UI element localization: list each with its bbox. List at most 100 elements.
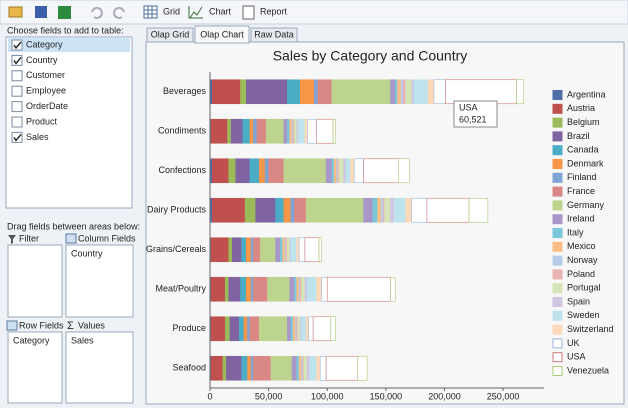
bar-segment[interactable]: [290, 197, 295, 223]
bar-segment[interactable]: [316, 355, 321, 381]
bar-segment[interactable]: [290, 316, 294, 342]
bar-segment[interactable]: [413, 79, 429, 105]
bar-segment[interactable]: [228, 237, 233, 263]
open-icon[interactable]: [8, 6, 23, 18]
bar-segment[interactable]: [250, 355, 254, 381]
bar-segment[interactable]: [397, 79, 402, 105]
bar-segment[interactable]: [301, 316, 307, 342]
grid-icon[interactable]: [143, 5, 158, 19]
bar-segment[interactable]: [318, 237, 322, 263]
bar-segment[interactable]: [268, 158, 285, 184]
bar-segment[interactable]: [405, 197, 412, 223]
bar-segment[interactable]: [304, 118, 308, 144]
bar-segment[interactable]: [240, 276, 247, 302]
bar-segment[interactable]: [224, 276, 230, 302]
bar-segment[interactable]: [247, 355, 252, 381]
field-name[interactable]: Product: [26, 116, 58, 126]
bar-segment[interactable]: [291, 355, 298, 381]
bar-segment[interactable]: [283, 197, 292, 223]
bar-segment[interactable]: [394, 79, 398, 105]
bar-segment[interactable]: [326, 276, 391, 302]
redo-icon[interactable]: [113, 6, 125, 19]
bar-segment[interactable]: [210, 355, 224, 381]
bar-segment[interactable]: [400, 79, 404, 105]
bar-segment[interactable]: [287, 79, 301, 105]
bar-segment[interactable]: [445, 79, 517, 105]
bar-segment[interactable]: [316, 276, 322, 302]
bar-segment[interactable]: [296, 276, 300, 302]
bar-segment[interactable]: [316, 118, 334, 144]
bar-segment[interactable]: [298, 237, 306, 263]
tab[interactable]: [250, 27, 298, 43]
bar-segment[interactable]: [303, 355, 308, 381]
bar-segment[interactable]: [353, 158, 364, 184]
bar-segment[interactable]: [332, 118, 336, 144]
checkbox[interactable]: [11, 39, 23, 51]
save-icon[interactable]: [35, 6, 47, 18]
bar-segment[interactable]: [294, 197, 307, 223]
bar-segment[interactable]: [265, 118, 285, 144]
bar-segment[interactable]: [411, 79, 415, 105]
bar-segment[interactable]: [230, 118, 244, 144]
bar-segment[interactable]: [258, 316, 288, 342]
checkbox[interactable]: [11, 54, 23, 66]
bar-segment[interactable]: [253, 355, 272, 381]
bar-segment[interactable]: [246, 237, 252, 263]
bar-segment[interactable]: [253, 276, 268, 302]
bar-segment[interactable]: [243, 316, 248, 342]
bar-segment[interactable]: [305, 316, 309, 342]
bar-segment[interactable]: [516, 79, 524, 105]
bar-segment[interactable]: [226, 355, 242, 381]
bar-segment[interactable]: [298, 355, 302, 381]
bar-segment[interactable]: [331, 79, 391, 105]
bar-segment[interactable]: [287, 118, 291, 144]
bar-segment[interactable]: [325, 158, 333, 184]
bar-segment[interactable]: [275, 197, 285, 223]
bar-segment[interactable]: [314, 79, 319, 105]
bar-segment[interactable]: [363, 158, 400, 184]
bar-segment[interactable]: [330, 316, 336, 342]
bar-segment[interactable]: [253, 237, 261, 263]
bar-segment[interactable]: [297, 118, 306, 144]
bar-segment[interactable]: [241, 355, 248, 381]
bar-segment[interactable]: [390, 276, 396, 302]
field-name[interactable]: Customer: [26, 70, 65, 80]
bar-segment[interactable]: [312, 316, 332, 342]
bar-segment[interactable]: [282, 237, 286, 263]
bar-segment[interactable]: [280, 237, 283, 263]
bar-segment[interactable]: [229, 316, 240, 342]
bar-segment[interactable]: [433, 79, 446, 105]
bar-segment[interactable]: [210, 316, 226, 342]
bar-segment[interactable]: [241, 237, 247, 263]
bar-segment[interactable]: [292, 316, 296, 342]
bar-segment[interactable]: [304, 237, 320, 263]
bar-segment[interactable]: [427, 79, 435, 105]
field-name[interactable]: OrderDate: [26, 101, 68, 111]
bar-segment[interactable]: [227, 118, 232, 144]
bar-segment[interactable]: [297, 316, 301, 342]
bar-segment[interactable]: [246, 276, 252, 302]
bar-segment[interactable]: [468, 197, 489, 223]
bar-segment[interactable]: [296, 237, 300, 263]
bar-segment[interactable]: [319, 355, 327, 381]
tab[interactable]: [146, 27, 194, 43]
bar-segment[interactable]: [212, 79, 241, 105]
bar-segment[interactable]: [242, 118, 251, 144]
bar-segment[interactable]: [304, 276, 308, 302]
bar-segment[interactable]: [283, 158, 327, 184]
bar-segment[interactable]: [325, 355, 359, 381]
field-name[interactable]: Sales: [26, 132, 49, 142]
bar-segment[interactable]: [289, 276, 295, 302]
bar-segment[interactable]: [228, 276, 241, 302]
bar-segment[interactable]: [250, 237, 254, 263]
bar-segment[interactable]: [333, 158, 337, 184]
field-name[interactable]: Country: [26, 55, 58, 65]
bar-segment[interactable]: [287, 316, 292, 342]
bar-segment[interactable]: [231, 237, 242, 263]
bar-segment[interactable]: [212, 158, 230, 184]
field-name[interactable]: Employee: [26, 86, 66, 96]
bar-segment[interactable]: [411, 197, 428, 223]
bar-segment[interactable]: [249, 118, 254, 144]
bar-segment[interactable]: [249, 158, 260, 184]
bar-segment[interactable]: [398, 158, 410, 184]
